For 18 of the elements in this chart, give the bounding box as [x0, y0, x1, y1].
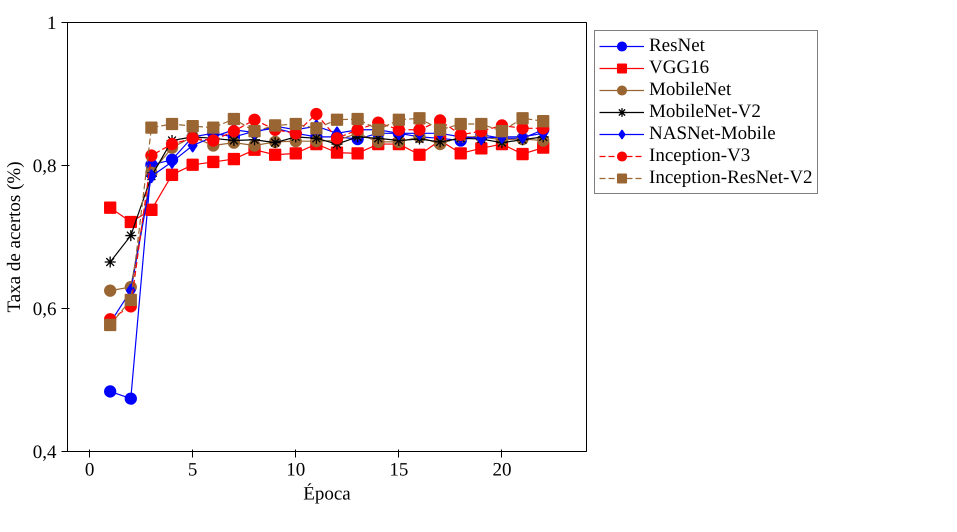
- x-tick-label: 15: [389, 460, 408, 480]
- y-tick-label: 0,6: [32, 299, 56, 320]
- y-tick-label: 1: [47, 13, 56, 34]
- y-axis-title: Taxa de acertos (%): [4, 161, 25, 313]
- x-tick-label: 0: [84, 460, 94, 480]
- legend-label: Inception-V3: [649, 145, 750, 167]
- legend-label: MobileNet: [649, 79, 732, 101]
- legend-label: Inception-ResNet-V2: [649, 167, 813, 189]
- legend-label: ResNet: [649, 35, 705, 57]
- x-axis-title: Época: [303, 482, 352, 504]
- legend-label: VGG16: [649, 57, 710, 79]
- legend-label: MobileNet-V2: [649, 101, 761, 123]
- x-tick-label: 20: [492, 460, 512, 480]
- legend-label: NASNet-Mobile: [649, 123, 776, 145]
- x-tick-label: 5: [188, 460, 198, 480]
- y-tick-label: 0,4: [32, 442, 57, 463]
- x-tick-label: 10: [286, 460, 306, 480]
- y-tick-label: 0,8: [32, 156, 56, 177]
